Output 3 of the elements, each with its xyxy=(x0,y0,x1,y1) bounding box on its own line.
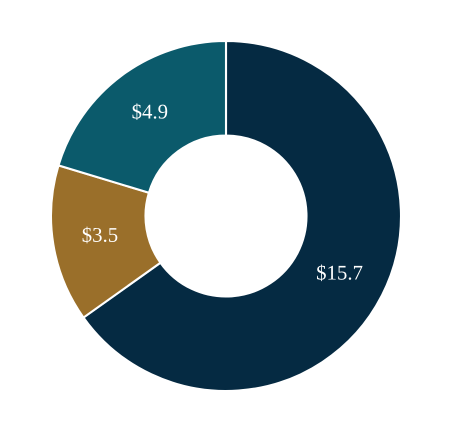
data-label: $15.7 xyxy=(317,264,362,282)
data-label: $3.5 xyxy=(82,226,118,244)
data-label: $4.9 xyxy=(132,103,168,120)
